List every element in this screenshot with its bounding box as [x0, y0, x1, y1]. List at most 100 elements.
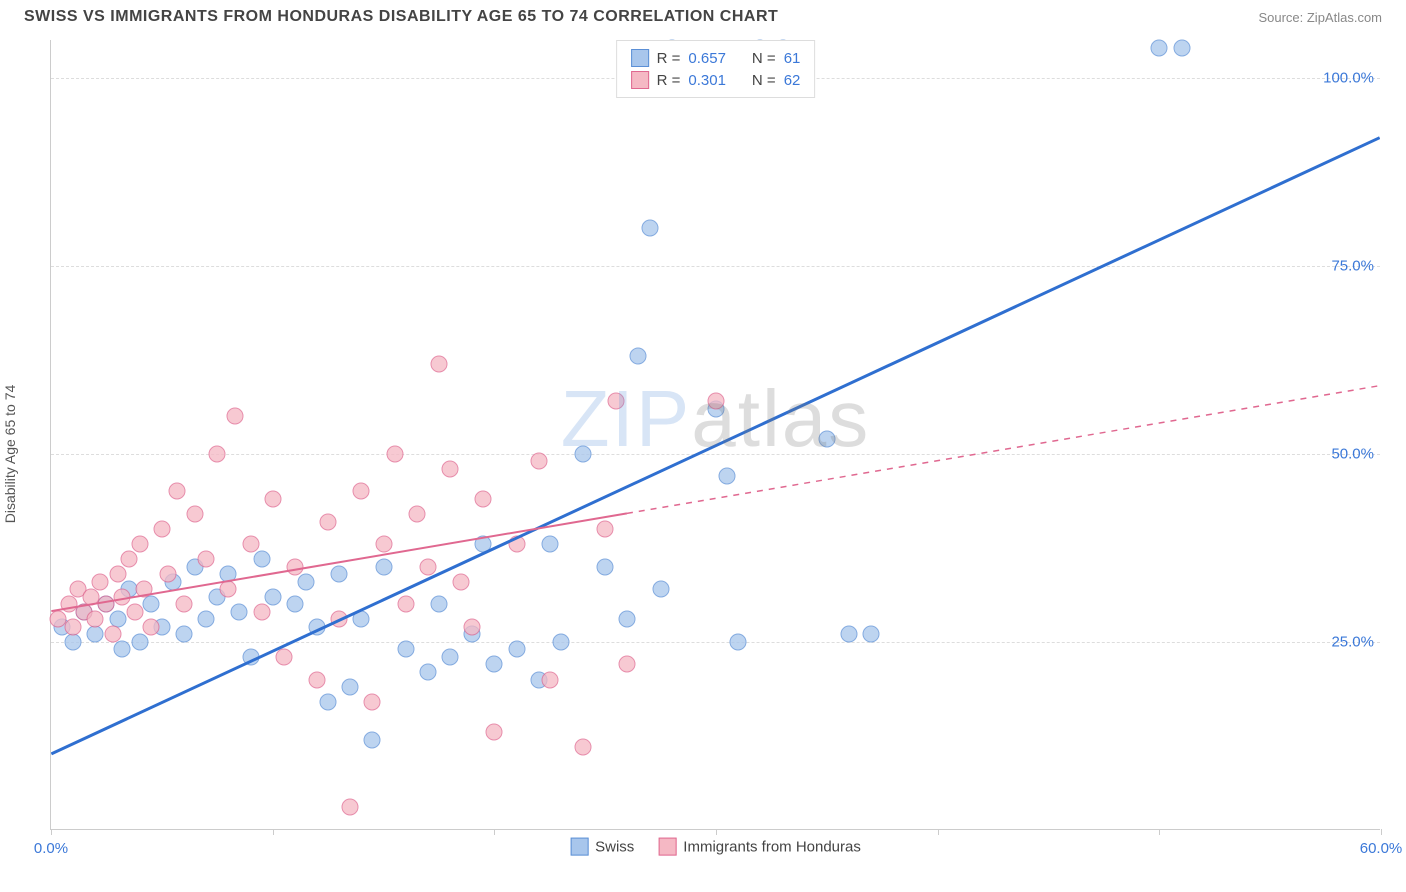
watermark-atlas: atlas: [691, 374, 870, 463]
data-point: [508, 536, 525, 553]
data-point: [342, 679, 359, 696]
y-tick-label: 75.0%: [1331, 257, 1374, 274]
data-point: [364, 694, 381, 711]
data-point: [113, 588, 130, 605]
legend-row-swiss: R = 0.657 N = 61: [631, 47, 801, 69]
series-legend: Swiss Immigrants from Honduras: [560, 836, 871, 858]
data-point: [331, 566, 348, 583]
data-point: [309, 618, 326, 635]
data-point: [397, 641, 414, 658]
gridline: [51, 266, 1380, 267]
x-tick-label: 0.0%: [34, 840, 68, 857]
chart-title: SWISS VS IMMIGRANTS FROM HONDURAS DISABI…: [24, 8, 778, 26]
data-point: [286, 558, 303, 575]
data-point: [153, 521, 170, 538]
data-point: [65, 633, 82, 650]
x-tick: [494, 829, 495, 835]
data-point: [65, 618, 82, 635]
data-point: [187, 506, 204, 523]
r-label: R =: [657, 72, 681, 89]
data-point: [530, 453, 547, 470]
x-tick-label: 60.0%: [1360, 840, 1403, 857]
n-label: N =: [752, 72, 776, 89]
data-point: [253, 603, 270, 620]
data-point: [320, 694, 337, 711]
data-point: [105, 626, 122, 643]
swiss-swatch-icon: [631, 49, 649, 67]
y-axis-title: Disability Age 65 to 74: [2, 385, 18, 524]
data-point: [575, 445, 592, 462]
data-point: [275, 648, 292, 665]
data-point: [142, 596, 159, 613]
data-point: [60, 596, 77, 613]
data-point: [364, 731, 381, 748]
data-point: [209, 445, 226, 462]
data-point: [453, 573, 470, 590]
data-point: [353, 611, 370, 628]
data-point: [486, 656, 503, 673]
data-point: [220, 581, 237, 598]
data-point: [1151, 39, 1168, 56]
data-point: [353, 483, 370, 500]
data-point: [242, 536, 259, 553]
x-tick: [51, 829, 52, 835]
data-point: [113, 641, 130, 658]
data-point: [87, 626, 104, 643]
data-point: [131, 633, 148, 650]
data-point: [120, 551, 137, 568]
data-point: [131, 536, 148, 553]
data-point: [109, 566, 126, 583]
data-point: [309, 671, 326, 688]
data-point: [49, 611, 66, 628]
data-point: [818, 430, 835, 447]
data-point: [264, 490, 281, 507]
swiss-swatch-icon: [570, 838, 588, 856]
data-point: [253, 551, 270, 568]
x-tick: [716, 829, 717, 835]
data-point: [242, 648, 259, 665]
legend-item-swiss: Swiss: [570, 838, 634, 856]
chart-header: SWISS VS IMMIGRANTS FROM HONDURAS DISABI…: [0, 0, 1406, 30]
data-point: [142, 618, 159, 635]
data-point: [630, 348, 647, 365]
regression-lines: [51, 40, 1380, 829]
scatter-chart: R = 0.657 N = 61 R = 0.301 N = 62 ZIPatl…: [50, 40, 1380, 830]
data-point: [442, 648, 459, 665]
data-point: [198, 611, 215, 628]
r-label: R =: [657, 50, 681, 67]
data-point: [408, 506, 425, 523]
x-tick: [1381, 829, 1382, 835]
correlation-legend: R = 0.657 N = 61 R = 0.301 N = 62: [616, 40, 816, 98]
data-point: [641, 220, 658, 237]
data-point: [342, 799, 359, 816]
legend-label: Swiss: [595, 838, 634, 855]
y-tick-label: 25.0%: [1331, 633, 1374, 650]
data-point: [486, 724, 503, 741]
n-label: N =: [752, 50, 776, 67]
n-value-honduras: 62: [784, 72, 801, 89]
data-point: [430, 596, 447, 613]
data-point: [231, 603, 248, 620]
data-point: [397, 596, 414, 613]
honduras-swatch-icon: [658, 838, 676, 856]
data-point: [708, 393, 725, 410]
x-tick: [273, 829, 274, 835]
data-point: [442, 460, 459, 477]
data-point: [841, 626, 858, 643]
legend-item-honduras: Immigrants from Honduras: [658, 838, 861, 856]
data-point: [541, 671, 558, 688]
data-point: [176, 596, 193, 613]
data-point: [508, 641, 525, 658]
r-value-honduras: 0.301: [688, 72, 726, 89]
data-point: [286, 596, 303, 613]
data-point: [297, 573, 314, 590]
data-point: [226, 408, 243, 425]
data-point: [719, 468, 736, 485]
data-point: [136, 581, 153, 598]
data-point: [331, 611, 348, 628]
data-point: [419, 558, 436, 575]
data-point: [475, 536, 492, 553]
data-point: [169, 483, 186, 500]
data-point: [1173, 39, 1190, 56]
gridline: [51, 642, 1380, 643]
